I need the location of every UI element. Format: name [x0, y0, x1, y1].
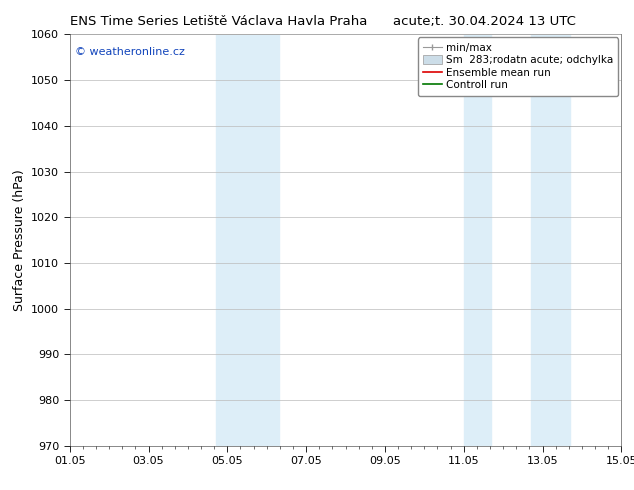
Text: © weatheronline.cz: © weatheronline.cz — [75, 47, 185, 57]
Text: ENS Time Series Letiště Václava Havla Praha: ENS Time Series Letiště Václava Havla Pr… — [70, 15, 367, 28]
Y-axis label: Surface Pressure (hPa): Surface Pressure (hPa) — [13, 169, 25, 311]
Bar — [531, 34, 570, 446]
Bar — [216, 34, 278, 446]
Text: acute;t. 30.04.2024 13 UTC: acute;t. 30.04.2024 13 UTC — [393, 15, 576, 28]
Legend: min/max, Sm  283;rodatn acute; odchylka, Ensemble mean run, Controll run: min/max, Sm 283;rodatn acute; odchylka, … — [418, 37, 618, 96]
Bar — [463, 34, 491, 446]
